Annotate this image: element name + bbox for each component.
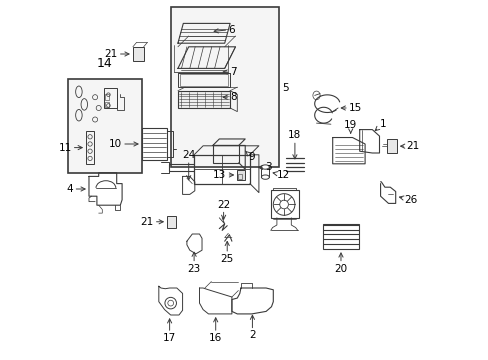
Text: 20: 20 xyxy=(334,253,347,274)
Bar xyxy=(178,91,230,108)
Text: 1: 1 xyxy=(374,119,386,131)
Ellipse shape xyxy=(261,175,269,179)
Bar xyxy=(178,73,230,87)
Text: 24: 24 xyxy=(182,150,195,180)
Bar xyxy=(105,102,109,107)
Text: 6: 6 xyxy=(214,24,234,35)
Bar xyxy=(86,131,94,164)
Bar xyxy=(142,128,167,160)
Text: 16: 16 xyxy=(209,318,222,343)
Bar xyxy=(167,216,176,228)
Text: 7: 7 xyxy=(223,67,236,77)
Bar xyxy=(104,88,117,108)
Bar xyxy=(322,224,358,249)
Bar xyxy=(179,74,228,86)
Text: 3: 3 xyxy=(258,162,271,172)
Text: 21: 21 xyxy=(104,49,129,59)
Bar xyxy=(212,145,238,163)
Text: 23: 23 xyxy=(187,252,200,274)
Bar xyxy=(68,79,142,173)
Bar xyxy=(133,47,143,61)
Text: 13: 13 xyxy=(213,170,233,180)
Text: 22: 22 xyxy=(217,199,230,219)
Text: 8: 8 xyxy=(223,92,236,102)
Text: 14: 14 xyxy=(96,57,112,70)
Text: 11: 11 xyxy=(59,143,82,153)
Bar xyxy=(237,170,244,180)
Bar xyxy=(194,155,249,184)
Bar xyxy=(105,94,109,100)
Bar xyxy=(386,139,396,153)
Text: 18: 18 xyxy=(288,130,301,159)
Text: 15: 15 xyxy=(341,103,362,113)
Text: 25: 25 xyxy=(220,242,233,264)
Ellipse shape xyxy=(261,165,269,169)
Text: 10: 10 xyxy=(109,139,138,149)
Bar xyxy=(270,190,298,218)
Text: 17: 17 xyxy=(163,319,176,343)
Bar xyxy=(170,7,278,167)
Bar xyxy=(238,174,242,179)
Text: 12: 12 xyxy=(273,170,289,180)
Text: 2: 2 xyxy=(248,315,255,341)
Text: 26: 26 xyxy=(399,195,417,205)
Text: 19: 19 xyxy=(344,120,357,133)
Text: 21: 21 xyxy=(140,217,163,227)
Text: 4: 4 xyxy=(67,184,85,194)
Text: 21: 21 xyxy=(400,141,419,151)
Text: 9: 9 xyxy=(245,151,254,162)
Text: 5: 5 xyxy=(282,83,289,93)
